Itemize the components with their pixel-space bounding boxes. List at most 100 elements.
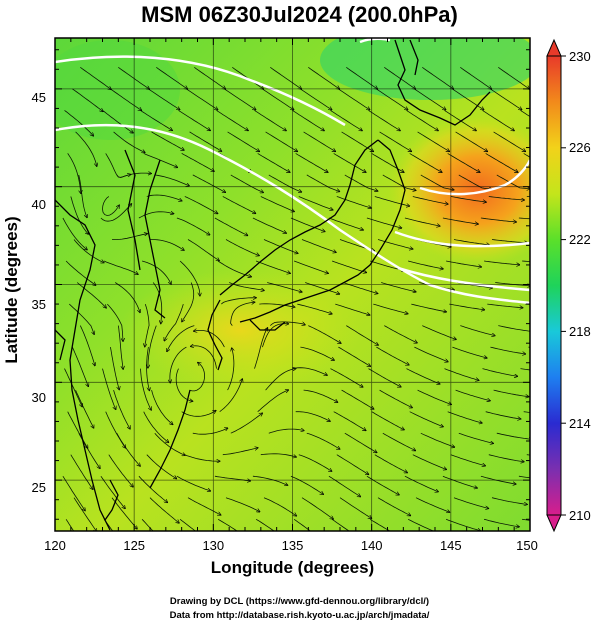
streamline (295, 153, 328, 172)
streamline (482, 110, 515, 130)
streamline (455, 389, 490, 401)
streamline (308, 66, 339, 89)
streamline (257, 153, 290, 172)
streamline (460, 66, 491, 89)
streamline (80, 66, 111, 89)
streamline (140, 368, 152, 410)
streamline (146, 194, 182, 201)
streamline (216, 110, 249, 130)
streamline (194, 330, 225, 348)
streamline (154, 432, 185, 455)
streamline (67, 411, 88, 448)
streamline (522, 260, 530, 263)
streamline (113, 131, 145, 153)
streamline (330, 110, 363, 130)
streamline (384, 66, 415, 89)
streamline (260, 453, 296, 457)
streamline (491, 239, 527, 243)
streamline (338, 88, 369, 110)
streamline (458, 174, 492, 189)
streamline (422, 66, 453, 89)
streamline (194, 66, 225, 89)
streamline (260, 196, 294, 212)
streamline (384, 325, 417, 343)
streamline (262, 88, 293, 110)
contour-lines (55, 38, 530, 305)
streamline (366, 475, 399, 495)
y-axis-label: Latitude (degrees) (2, 216, 21, 364)
streamline (252, 475, 288, 485)
streamline (406, 110, 439, 130)
streamline (184, 196, 218, 214)
streamline (301, 239, 336, 253)
streamline (181, 153, 214, 171)
streamline (187, 497, 221, 515)
streamline (379, 389, 413, 408)
streamline (69, 303, 94, 334)
y-tick-label: 40 (32, 197, 46, 212)
colorbar-label: 230 (569, 49, 591, 64)
streamline (379, 131, 412, 152)
streamline (255, 518, 275, 531)
streamline (409, 153, 442, 172)
streamline (76, 282, 106, 308)
streamline (108, 454, 133, 487)
streamline (270, 66, 301, 89)
streamline (292, 367, 328, 376)
streamline (328, 475, 360, 496)
streamline (118, 66, 149, 89)
streamline (376, 88, 407, 110)
streamline (408, 260, 443, 269)
streamline (491, 497, 527, 505)
x-tick-label: 145 (440, 538, 462, 553)
streamline (480, 217, 516, 222)
streamline (189, 131, 222, 151)
streamline (488, 196, 524, 201)
colorbar-label: 210 (569, 508, 591, 523)
streamline (265, 131, 298, 152)
x-tick-label: 125 (123, 538, 145, 553)
y-axis-label-wrap: Latitude (degrees) (2, 216, 22, 363)
streamline (376, 346, 408, 365)
streamline (105, 153, 131, 178)
streamline (487, 303, 522, 308)
streamline (72, 346, 88, 386)
streamline (192, 428, 228, 435)
streamline (490, 88, 521, 110)
y-tick-label: 45 (32, 90, 46, 105)
streamline (102, 110, 134, 132)
streamline (230, 174, 263, 193)
streamline (222, 448, 258, 456)
streamline (442, 217, 478, 224)
streamline (331, 260, 366, 273)
streamline (257, 390, 289, 413)
streamline (110, 88, 141, 110)
streamline (62, 217, 87, 250)
streamline (371, 411, 404, 430)
colorbar-label: 222 (569, 232, 591, 247)
streamline (152, 282, 162, 324)
streamline (150, 239, 184, 251)
streamline (107, 303, 123, 341)
streamline (485, 411, 521, 419)
streamline (230, 413, 262, 434)
streamline (460, 325, 495, 336)
streamline (227, 348, 234, 391)
streamline (335, 303, 369, 315)
streamline (225, 497, 260, 512)
streamline (444, 110, 477, 130)
streamline (420, 174, 454, 190)
streamline (453, 497, 488, 509)
streamline (151, 389, 173, 424)
streamline (404, 217, 440, 226)
streamline (290, 217, 325, 232)
streamline (368, 110, 401, 130)
streamline (270, 321, 305, 326)
streamline (493, 389, 529, 397)
streamline (191, 346, 217, 369)
streamline (105, 411, 126, 448)
streamline (154, 174, 189, 186)
streamline (447, 411, 482, 423)
streamline (224, 88, 255, 110)
streamline (480, 475, 516, 484)
